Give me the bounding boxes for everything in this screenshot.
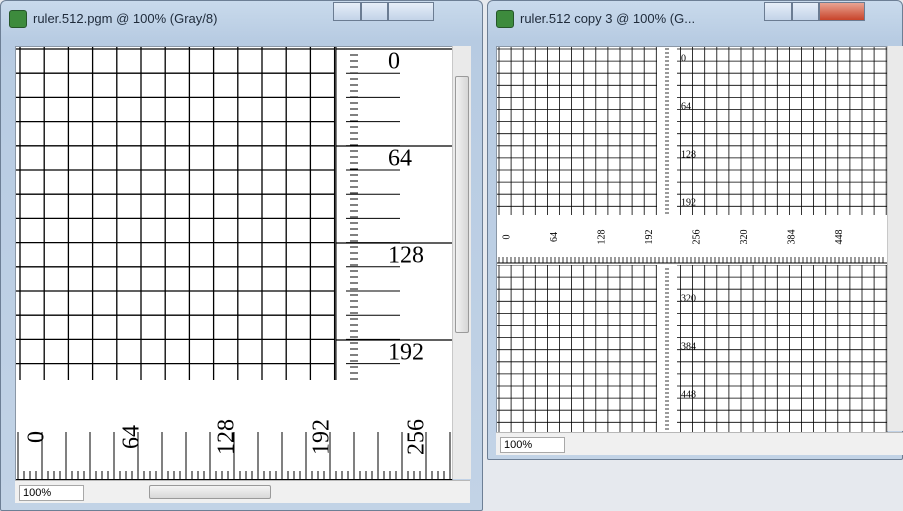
ruler-label: 128 <box>214 419 240 455</box>
ruler-label: 0 <box>681 53 686 64</box>
ruler-label: 192 <box>388 340 424 366</box>
window[interactable]: ruler.512 copy 3 @ 100% (G... 0 64 128 192 3… <box>487 0 903 460</box>
ruler-label: 384 <box>681 341 696 352</box>
close-button[interactable] <box>819 2 865 21</box>
ruler-label: 320 <box>681 293 696 304</box>
zoom-field[interactable]: 100% <box>19 485 84 501</box>
ruler-label: 0 <box>24 431 50 443</box>
app-icon <box>9 10 27 28</box>
desktop: ruler.512.pgm @ 100% (Gray/8) 0641281920… <box>0 0 903 511</box>
ruler-label: 192 <box>644 230 655 245</box>
status-bar: 100% <box>15 480 470 503</box>
image-canvas: 0 64 128 192 320 384 448 0 64 128 192 256 320 384 448 <box>496 46 888 433</box>
ruler-label: 64 <box>681 101 691 112</box>
ruler-label: 0 <box>388 49 400 75</box>
vertical-scrollbar[interactable] <box>887 46 903 431</box>
close-button[interactable] <box>388 2 434 21</box>
ruler-label: 448 <box>681 389 696 400</box>
app-icon <box>496 10 514 28</box>
ruler-label: 256 <box>691 230 702 245</box>
horizontal-scroll-thumb[interactable] <box>149 485 271 499</box>
image-canvas: 0 64 128 192 0 64 128 192 256 <box>15 46 453 481</box>
ruler-label: 448 <box>834 230 845 245</box>
zoom-field[interactable]: 100% <box>500 437 565 453</box>
ruler-label: 192 <box>309 419 335 455</box>
ruler-label: 0 <box>501 235 512 240</box>
ruler-label: 384 <box>786 230 797 245</box>
ruler-label: 64 <box>119 425 145 449</box>
ruler-label: 128 <box>596 230 607 245</box>
window-title: ruler.512 copy 3 @ 100% (G... <box>520 11 695 26</box>
vertical-scrollbar[interactable] <box>452 46 471 479</box>
minimize-button[interactable] <box>333 2 361 21</box>
ruler-label: 256 <box>404 419 430 455</box>
status-bar: 100% <box>496 432 903 455</box>
window-buttons <box>764 2 865 21</box>
ruler-label: 128 <box>681 149 696 160</box>
maximize-button[interactable] <box>361 2 388 21</box>
maximize-button[interactable] <box>792 2 819 21</box>
minimize-button[interactable] <box>764 2 792 21</box>
ruler-label: 64 <box>549 232 560 242</box>
scroll-thumb[interactable] <box>455 76 469 333</box>
ruler-label: 192 <box>681 197 696 208</box>
window-title: ruler.512.pgm @ 100% (Gray/8) <box>33 11 217 26</box>
ruler-label: 320 <box>739 230 750 245</box>
ruler-label: 128 <box>388 243 424 269</box>
window-buttons <box>333 2 434 21</box>
ruler-label: 64 <box>388 146 412 172</box>
